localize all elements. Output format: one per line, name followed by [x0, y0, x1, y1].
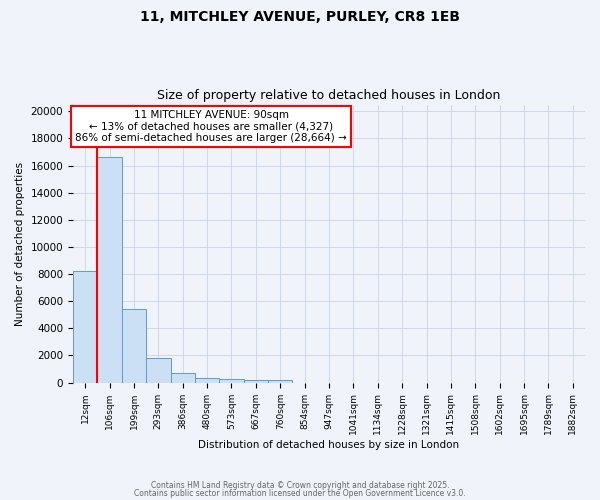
Text: 11 MITCHLEY AVENUE: 90sqm
← 13% of detached houses are smaller (4,327)
86% of se: 11 MITCHLEY AVENUE: 90sqm ← 13% of detac… — [76, 110, 347, 144]
Text: 11, MITCHLEY AVENUE, PURLEY, CR8 1EB: 11, MITCHLEY AVENUE, PURLEY, CR8 1EB — [140, 10, 460, 24]
Title: Size of property relative to detached houses in London: Size of property relative to detached ho… — [157, 89, 501, 102]
Bar — [195, 378, 220, 382]
Bar — [268, 380, 292, 382]
Bar — [122, 310, 146, 382]
Text: Contains public sector information licensed under the Open Government Licence v3: Contains public sector information licen… — [134, 488, 466, 498]
Bar — [244, 380, 268, 382]
Text: Contains HM Land Registry data © Crown copyright and database right 2025.: Contains HM Land Registry data © Crown c… — [151, 481, 449, 490]
Bar — [170, 373, 195, 382]
Y-axis label: Number of detached properties: Number of detached properties — [15, 162, 25, 326]
Bar — [97, 158, 122, 382]
Bar — [220, 379, 244, 382]
Bar — [73, 272, 97, 382]
Bar — [146, 358, 170, 382]
X-axis label: Distribution of detached houses by size in London: Distribution of detached houses by size … — [199, 440, 460, 450]
